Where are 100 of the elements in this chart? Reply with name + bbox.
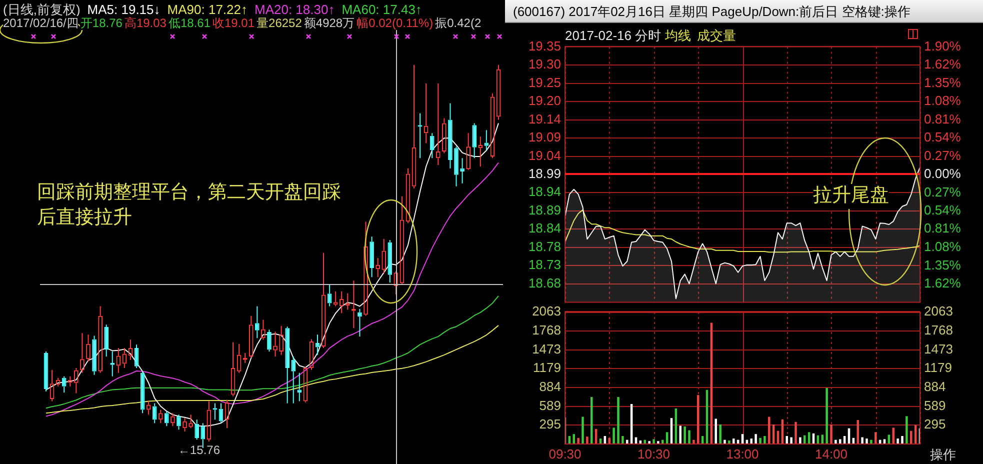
text: 开18.76 <box>80 16 122 30</box>
bar <box>692 440 695 444</box>
candlestick <box>194 419 200 440</box>
bar <box>821 434 824 444</box>
text: 量26252 <box>256 16 302 30</box>
bar <box>652 439 655 444</box>
bar <box>906 416 908 444</box>
candlestick <box>176 414 181 430</box>
candlestick <box>315 334 320 356</box>
bar <box>866 438 868 444</box>
bar <box>764 436 766 444</box>
bar <box>768 416 770 444</box>
bar <box>648 441 650 444</box>
y-tick-label: 1473 <box>532 341 561 356</box>
candlestick <box>388 240 392 284</box>
y2-tick-label: 2063 <box>924 304 953 319</box>
candlestick <box>285 326 290 404</box>
text: 高19.03 <box>124 16 166 30</box>
bar <box>910 430 912 444</box>
y-tick-label: 589 <box>539 398 561 413</box>
y-tick-label: 295 <box>539 416 561 432</box>
bar <box>679 426 682 444</box>
bar <box>586 436 588 444</box>
bar <box>799 437 802 444</box>
x-tick-label: 13:00 <box>726 446 759 462</box>
text: 低18.61 <box>168 16 210 30</box>
annotation: ←15.76 <box>178 443 220 457</box>
bar <box>728 440 730 444</box>
bar <box>870 440 872 444</box>
bar <box>754 434 757 444</box>
candlestick <box>254 306 260 339</box>
candlestick <box>291 356 296 404</box>
bar <box>714 418 718 444</box>
y2-tick-label: 1179 <box>924 360 952 376</box>
bar <box>790 437 792 444</box>
bar <box>830 424 832 444</box>
bar <box>794 422 797 444</box>
y-tick-label: 884 <box>539 379 561 394</box>
text: MA5: 19.15↓ <box>87 2 160 17</box>
candlestick <box>358 308 362 338</box>
candlestick <box>370 236 374 278</box>
bar <box>896 438 899 444</box>
text: 操作 <box>930 447 956 462</box>
candlestick <box>484 130 489 151</box>
bar <box>786 436 788 444</box>
bar <box>834 440 837 444</box>
y2-tick-label: 1473 <box>924 341 953 356</box>
text: MA60: 17.43↑ <box>342 2 422 17</box>
bar <box>838 439 842 444</box>
bar <box>892 428 895 444</box>
bar <box>856 420 860 444</box>
bar <box>696 395 700 444</box>
candlestick <box>92 335 96 376</box>
bar <box>577 438 580 444</box>
candlestick <box>152 402 157 424</box>
bar <box>688 430 690 444</box>
bar <box>572 434 576 444</box>
bar <box>750 438 753 444</box>
y2-tick-label: 589 <box>924 398 946 413</box>
text: 振0.42(2 <box>435 16 482 30</box>
candlestick <box>454 146 458 187</box>
bar <box>901 436 904 444</box>
text: 收19.01 <box>212 16 255 30</box>
bar <box>644 440 646 444</box>
candlestick <box>472 122 477 159</box>
x-tick-label: 14:00 <box>814 446 848 462</box>
x-tick-label: 10:30 <box>637 446 670 462</box>
text: 幅0.02(0.11%) <box>356 16 434 30</box>
bar <box>719 424 722 444</box>
bar <box>724 440 726 444</box>
y2-tick-label: 884 <box>924 379 946 394</box>
candlestick <box>62 376 66 393</box>
bar <box>612 428 615 444</box>
y-tick-label: 1179 <box>533 360 561 376</box>
candlestick <box>164 410 169 427</box>
bar <box>874 432 877 444</box>
bar <box>657 441 660 444</box>
bar <box>661 440 664 444</box>
bar <box>582 416 584 444</box>
candlestick <box>267 329 272 352</box>
text: MA20: 18.30↑ <box>254 2 335 17</box>
candlestick <box>430 132 434 159</box>
bar <box>732 438 735 444</box>
bar <box>608 438 611 444</box>
bar <box>590 396 593 444</box>
y2-tick-label: 295 <box>924 416 946 432</box>
y-tick-label: 1768 <box>532 322 561 338</box>
annotation: 回踩前期整理平台，第二天开盘回踩后直接拉升 <box>37 182 341 228</box>
bar <box>617 396 620 444</box>
bar <box>684 426 686 444</box>
y-tick-label: 2063 <box>532 304 561 319</box>
text: 额4928万 <box>304 16 355 30</box>
bar <box>622 436 624 444</box>
text: MA90: 17.22↑ <box>167 2 248 17</box>
candlestick <box>460 158 464 184</box>
chart-title: (日线,前复权) <box>3 2 80 17</box>
x-tick-label: 09:30 <box>548 446 582 462</box>
y2-tick-label: 1768 <box>924 322 953 338</box>
bar <box>861 437 864 444</box>
bar <box>626 440 628 444</box>
